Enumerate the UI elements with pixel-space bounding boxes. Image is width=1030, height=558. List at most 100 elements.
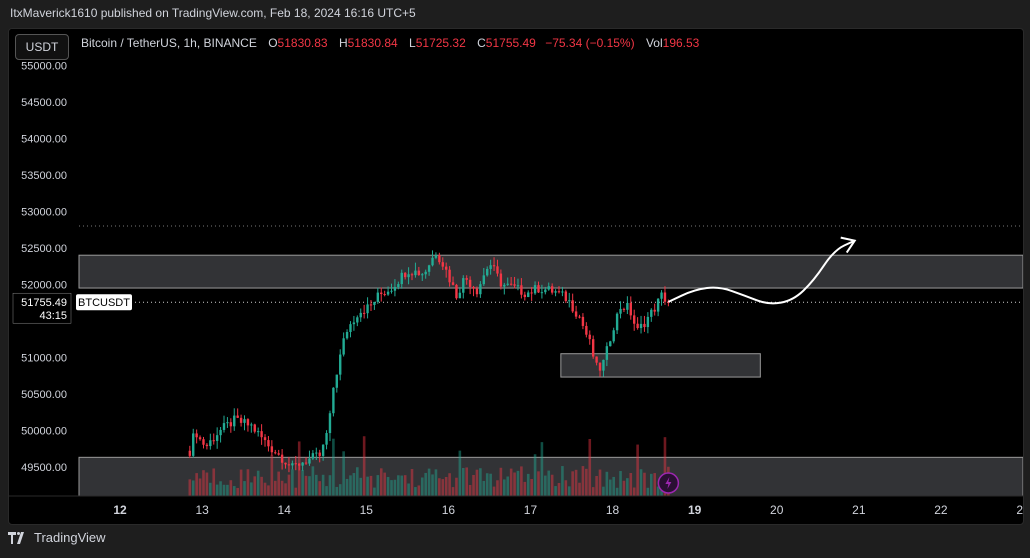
candle-body[interactable] [646,316,650,328]
candle-body[interactable] [643,323,646,328]
candle-body[interactable] [656,298,660,312]
candle-body[interactable] [650,309,653,317]
zone-rect-1[interactable] [560,353,761,378]
candle-body[interactable] [321,444,325,456]
candle-body[interactable] [588,334,591,340]
candle-body[interactable] [212,440,215,442]
candle-body[interactable] [366,304,369,314]
candle-body[interactable] [209,440,212,447]
currency-button[interactable]: USDT [15,34,69,60]
candle-body[interactable] [564,291,568,302]
candle-body[interactable] [246,419,250,426]
candle-body[interactable] [595,356,598,363]
zone-rect-0[interactable] [78,254,1023,289]
candle-body[interactable] [229,422,233,427]
candle-body[interactable] [345,331,349,339]
candle-body[interactable] [585,325,588,335]
candle-body[interactable] [451,282,455,285]
candle-body[interactable] [540,292,544,294]
candle-body[interactable] [598,362,602,371]
candle-body[interactable] [520,285,523,295]
candle-body[interactable] [301,462,304,466]
candle-body[interactable] [202,439,205,445]
candle-body[interactable] [554,291,557,293]
candle-body[interactable] [578,316,581,318]
candle-body[interactable] [581,316,585,326]
candle-body[interactable] [410,274,414,276]
candle-body[interactable] [263,437,267,441]
candle-body[interactable] [239,417,243,423]
candle-body[interactable] [267,440,270,447]
candle-body[interactable] [386,291,390,295]
candle-body[interactable] [626,303,629,310]
candle-body[interactable] [513,284,516,286]
candle-body[interactable] [455,284,458,299]
candle-body[interactable] [516,285,520,287]
candle-body[interactable] [359,312,362,318]
candle-body[interactable] [192,433,195,456]
candle-body[interactable] [414,270,417,276]
candle-body[interactable] [294,463,297,465]
candle-body[interactable] [486,268,489,276]
candle-body[interactable] [537,285,540,293]
candle-body[interactable] [325,433,328,445]
candle-body[interactable] [376,292,380,302]
candle-body[interactable] [550,286,554,293]
candle-body[interactable] [612,330,615,342]
candle-body[interactable] [421,274,424,276]
candle-body[interactable] [393,286,397,291]
candle-body[interactable] [629,303,632,316]
candle-body[interactable] [362,312,366,314]
candle-body[interactable] [448,269,451,283]
candle-body[interactable] [489,265,492,269]
candle-body[interactable] [622,308,626,310]
candle-body[interactable] [215,435,219,441]
candle-body[interactable] [233,415,236,427]
candle-body[interactable] [195,433,198,438]
candle-body[interactable] [441,262,444,267]
candle-body[interactable] [496,266,499,274]
candle-body[interactable] [342,338,345,355]
candle-body[interactable] [533,285,537,294]
candle-body[interactable] [503,284,506,287]
candle-body[interactable] [298,463,301,466]
candle-body[interactable] [431,257,434,266]
candle-body[interactable] [499,273,503,287]
candle-body[interactable] [667,301,670,303]
candle-body[interactable] [492,265,496,267]
candle-body[interactable] [663,292,667,302]
candle-body[interactable] [400,272,403,285]
candle-body[interactable] [605,346,609,360]
candle-body[interactable] [547,286,550,290]
candle-body[interactable] [390,290,393,292]
candle-body[interactable] [250,424,253,426]
candle-body[interactable] [335,374,339,388]
candle-body[interactable] [479,284,482,295]
candle-body[interactable] [530,292,533,294]
candle-body[interactable] [373,301,376,305]
candle-body[interactable] [188,450,192,456]
candle-body[interactable] [407,274,410,278]
candle-body[interactable] [509,283,513,285]
candle-body[interactable] [444,266,448,270]
candle-body[interactable] [619,308,622,314]
candle-body[interactable] [561,291,564,293]
candle-body[interactable] [243,419,246,423]
footer-brand[interactable]: TradingView [34,530,106,545]
candle-body[interactable] [636,323,639,329]
candle-body[interactable] [544,289,547,293]
y-axis-panel[interactable] [9,29,77,496]
candle-body[interactable] [383,294,386,296]
candle-body[interactable] [458,292,462,299]
candle-body[interactable] [434,255,438,258]
candle-body[interactable] [304,462,308,464]
candle-body[interactable] [352,322,356,325]
candle-body[interactable] [427,265,431,272]
candle-body[interactable] [222,423,226,430]
candle-body[interactable] [482,275,485,285]
candle-body[interactable] [506,283,509,285]
candle-body[interactable] [527,292,530,298]
candle-body[interactable] [219,429,222,436]
candle-body[interactable] [236,415,239,418]
candle-body[interactable] [557,291,561,293]
